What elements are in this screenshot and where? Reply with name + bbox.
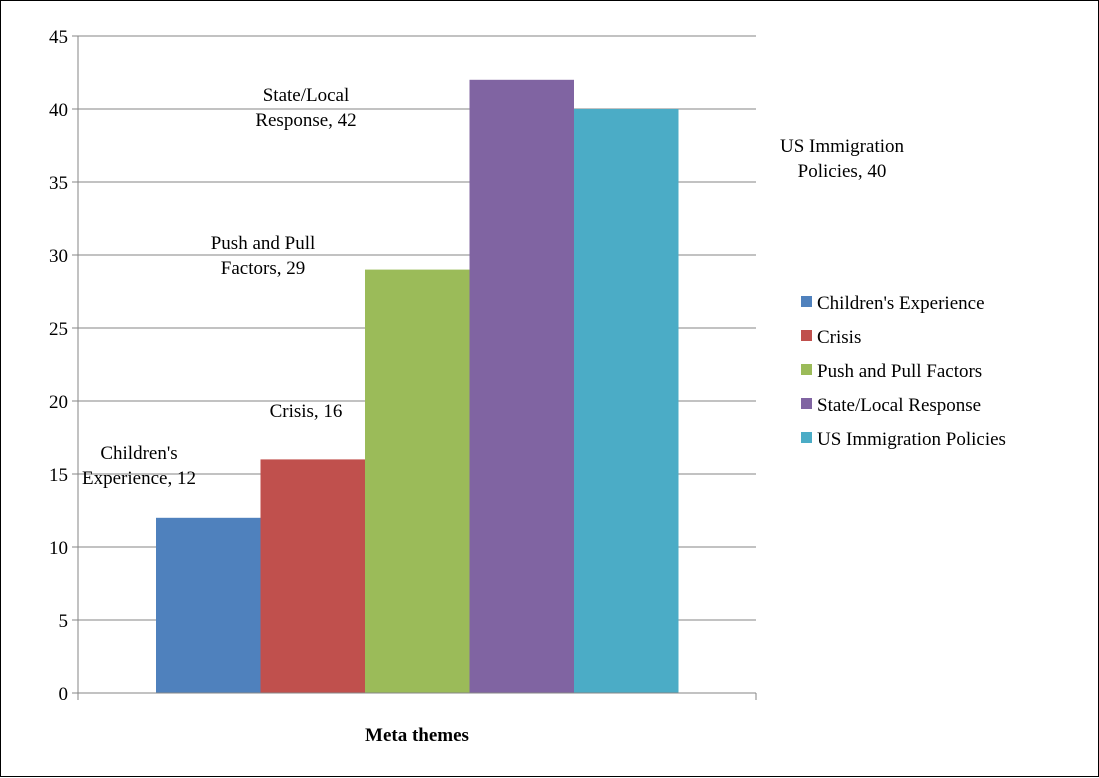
legend-label: Children's Experience <box>817 293 985 314</box>
bar <box>469 79 574 694</box>
data-label: Crisis, 16 <box>270 401 343 422</box>
data-label: Children's <box>100 443 177 464</box>
y-tick-label: 40 <box>49 100 68 121</box>
legend: Children's Experience Crisis Push and Pull… <box>801 293 1006 450</box>
bar <box>365 269 470 693</box>
legend-swatch <box>801 296 812 307</box>
data-label: Factors, 29 <box>221 258 305 279</box>
y-tick-label: 5 <box>59 611 69 632</box>
legend-label: State/Local Response <box>817 395 981 416</box>
y-tick-label: 30 <box>49 246 68 267</box>
y-tick-label: 20 <box>49 392 68 413</box>
legend-label: US Immigration Policies <box>817 429 1006 450</box>
legend-swatch <box>801 432 812 443</box>
bars <box>156 79 679 694</box>
axes <box>77 36 757 700</box>
legend-label: Push and Pull Factors <box>817 361 982 382</box>
y-axis-ticks: 0 5 10 15 20 25 30 35 40 45 <box>49 27 78 705</box>
y-tick-label: 10 <box>49 538 68 559</box>
data-label: Response, 42 <box>255 110 356 131</box>
legend-swatch <box>801 398 812 409</box>
y-tick-label: 45 <box>49 27 68 48</box>
data-labels: Children's Experience, 12 Crisis, 16 Push a… <box>82 85 904 489</box>
y-tick-label: 0 <box>59 684 69 705</box>
y-tick-label: 15 <box>49 465 68 486</box>
data-label: Push and Pull <box>211 233 316 254</box>
x-axis-title: Meta themes <box>365 725 469 746</box>
legend-label: Crisis <box>817 327 861 348</box>
bar <box>260 459 365 693</box>
legend-swatch <box>801 364 812 375</box>
data-label: Policies, 40 <box>798 161 887 182</box>
bar <box>574 109 679 693</box>
bar <box>156 517 261 693</box>
data-label: State/Local <box>263 85 350 106</box>
data-label: US Immigration <box>780 136 905 157</box>
y-tick-label: 25 <box>49 319 68 340</box>
legend-swatch <box>801 330 812 341</box>
y-tick-label: 35 <box>49 173 68 194</box>
data-label: Experience, 12 <box>82 468 196 489</box>
